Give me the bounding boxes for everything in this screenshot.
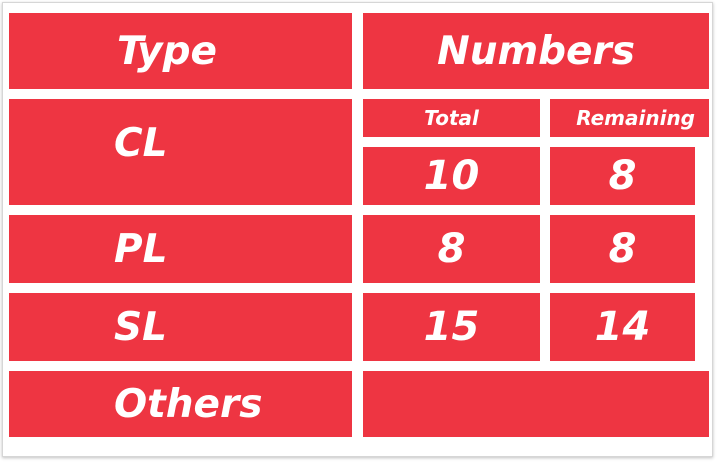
pl-remaining-value: 8 — [608, 226, 637, 272]
cl-remaining-cell: 8 — [550, 147, 695, 205]
row-type-label: SL — [114, 304, 167, 350]
row-type-label: PL — [114, 226, 168, 272]
row-type-others: Others — [9, 371, 352, 437]
row-type-label: Others — [114, 381, 263, 427]
others-numbers-cell — [363, 371, 709, 437]
row-type-cl: CL — [9, 99, 352, 205]
pl-total-value: 8 — [437, 226, 466, 272]
row-type-sl: SL — [9, 293, 352, 361]
numbers-header: Numbers — [363, 13, 709, 89]
sl-remaining-cell: 14 — [550, 293, 695, 361]
row-type-label: CL — [114, 121, 168, 166]
type-header: Type — [9, 13, 352, 89]
row-type-pl: PL — [9, 215, 352, 283]
pl-remaining-cell: 8 — [550, 215, 695, 283]
type-header-label: Type — [117, 28, 217, 74]
sl-total-value: 15 — [423, 304, 480, 350]
sl-total-cell: 15 — [363, 293, 540, 361]
total-subheader-label: Total — [424, 106, 479, 130]
cl-total-cell: 10 — [363, 147, 540, 205]
cl-total-value: 10 — [423, 153, 480, 199]
sl-remaining-value: 14 — [594, 304, 651, 350]
remaining-subheader: Remaining — [550, 99, 709, 137]
pl-total-cell: 8 — [363, 215, 540, 283]
cl-remaining-value: 8 — [608, 153, 637, 199]
total-subheader: Total — [363, 99, 540, 137]
numbers-header-label: Numbers — [437, 28, 635, 74]
remaining-subheader-label: Remaining — [576, 106, 695, 130]
